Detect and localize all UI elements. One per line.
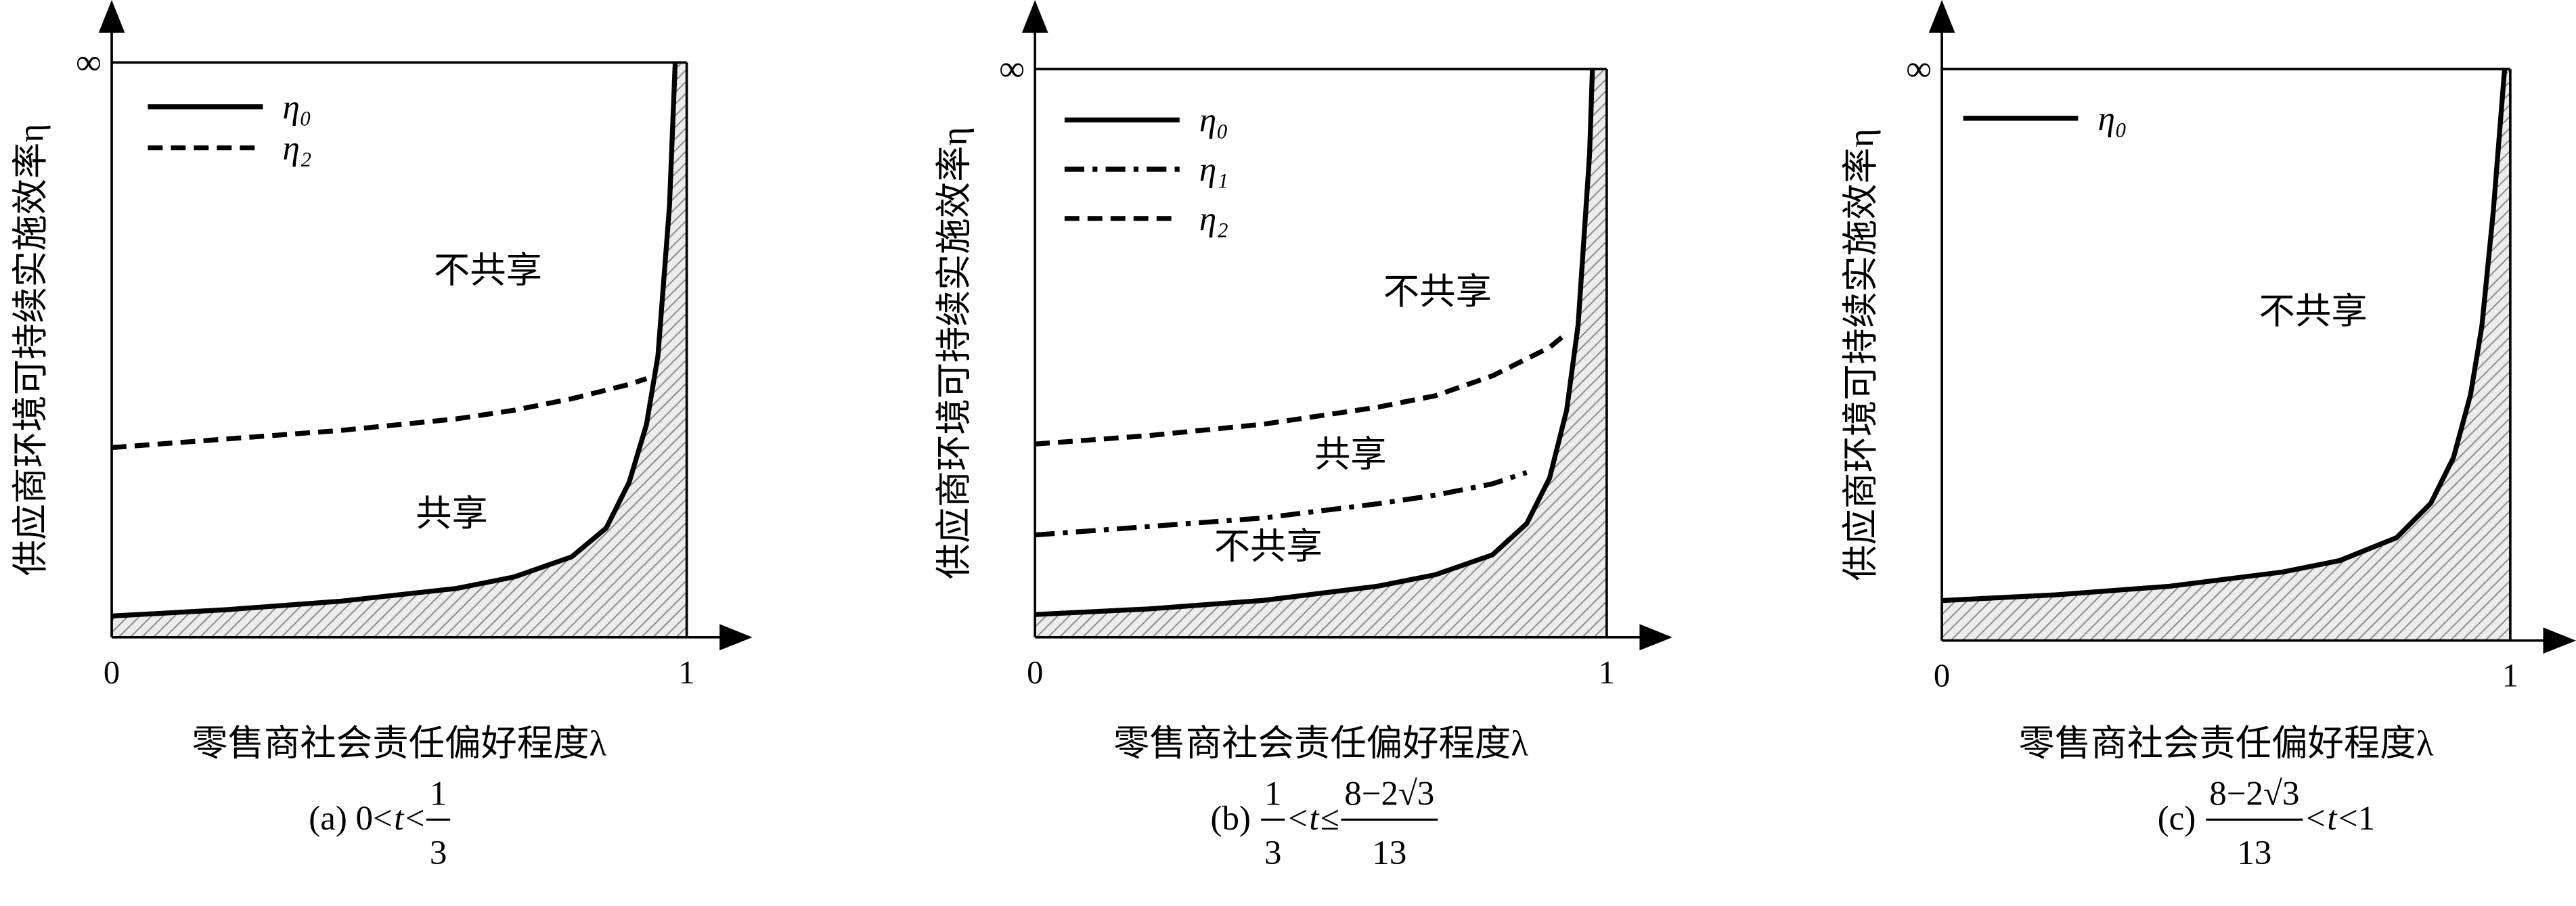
legend-label: η₀	[2098, 100, 2127, 138]
legend-label: η₀	[282, 89, 311, 127]
legend-label: η₁	[1199, 151, 1228, 189]
x-axis-label: 零售商社会责任偏好程度λ	[1113, 723, 1528, 764]
x-tick-label: 1	[678, 655, 694, 691]
y-axis-label: 供应商环境可持续实施效率η	[933, 127, 974, 580]
y-tick-label: ∞	[76, 41, 102, 82]
caption-text: t	[2327, 800, 2338, 838]
caption-numerator: 1	[1264, 775, 1281, 813]
caption-text: t	[394, 800, 405, 838]
caption-denominator: 3	[430, 834, 447, 872]
y-tick-label: ∞	[999, 48, 1025, 89]
caption-text: <	[2306, 800, 2326, 838]
series-line	[1034, 331, 1569, 447]
caption: (a) 0< t <1 3	[309, 775, 451, 872]
y-axis-label: 供应商环境可持续实施效率η	[10, 124, 51, 576]
y-axis-arrow	[98, 0, 125, 33]
series-line	[1034, 470, 1528, 538]
panel: 0 1 ∞ 供应商环境可持续实施效率η 零售商社会责任偏好程度λ η₀ 不共享 (c) 8−2…	[1840, 0, 2576, 872]
region-label: 共享	[416, 493, 488, 534]
x-axis-arrow	[1639, 624, 1672, 651]
legend-label: η₂	[1199, 200, 1228, 238]
y-tick-label: ∞	[1906, 48, 1932, 89]
caption: (b) 13< t ≤8−2√313	[1211, 775, 1438, 872]
shaded-region	[112, 62, 687, 637]
caption-numerator: 8−2√3	[1344, 775, 1434, 813]
panel: 0 1∞供应商环境可持续实施效率η零售商社会责任偏好程度λη₀η₁η₂不共享共享不…	[933, 0, 1672, 872]
x-tick-label: 1	[1599, 655, 1615, 691]
caption: (c) 8−2√3 13 < t <1	[2158, 775, 2375, 871]
region-label: 不共享	[434, 250, 542, 291]
caption-text: t	[1309, 800, 1320, 838]
series-line	[1941, 68, 2508, 604]
x-axis-arrow	[719, 624, 753, 651]
caption-denominator: 13	[1372, 834, 1406, 872]
x-tick-label: 1	[2502, 658, 2518, 694]
region-label: 不共享	[2259, 291, 2368, 332]
x-tick-label: 0	[1934, 658, 1950, 694]
y-axis-arrow	[1021, 0, 1048, 33]
shaded-region	[1942, 68, 2510, 641]
caption-text: ≤	[1320, 800, 1339, 838]
caption-numerator: 1	[430, 775, 447, 813]
region-label: 共享	[1314, 434, 1387, 474]
y-axis-label: 供应商环境可持续实施效率η	[1840, 129, 1881, 581]
caption-text: (c)	[2158, 800, 2204, 838]
caption-text: (a) 0<	[309, 800, 393, 838]
caption-numerator: 8−2√3	[2209, 775, 2299, 813]
shaded-region	[1035, 68, 1607, 637]
region-label: 不共享	[1383, 271, 1492, 312]
caption-text: <1	[2338, 800, 2375, 838]
legend-label: η₀	[1199, 101, 1228, 139]
x-tick-label: 0	[1027, 655, 1043, 691]
caption-text: <	[405, 800, 425, 838]
caption-text: <	[1288, 800, 1308, 838]
series-line	[111, 62, 678, 619]
series-line	[1035, 68, 1595, 617]
caption-text: (b)	[1211, 800, 1260, 838]
x-tick-label: 0	[104, 655, 120, 691]
region-label: 不共享	[1214, 526, 1323, 566]
x-axis-label: 零售商社会责任偏好程度λ	[192, 723, 606, 764]
caption-denominator: 3	[1264, 834, 1281, 872]
series-line	[111, 376, 648, 451]
y-axis-arrow	[1928, 0, 1955, 33]
x-axis-label: 零售商社会责任偏好程度λ	[2018, 723, 2433, 764]
caption-denominator: 13	[2237, 834, 2271, 872]
legend-label: η₂	[282, 129, 311, 167]
x-axis-arrow	[2543, 627, 2576, 654]
